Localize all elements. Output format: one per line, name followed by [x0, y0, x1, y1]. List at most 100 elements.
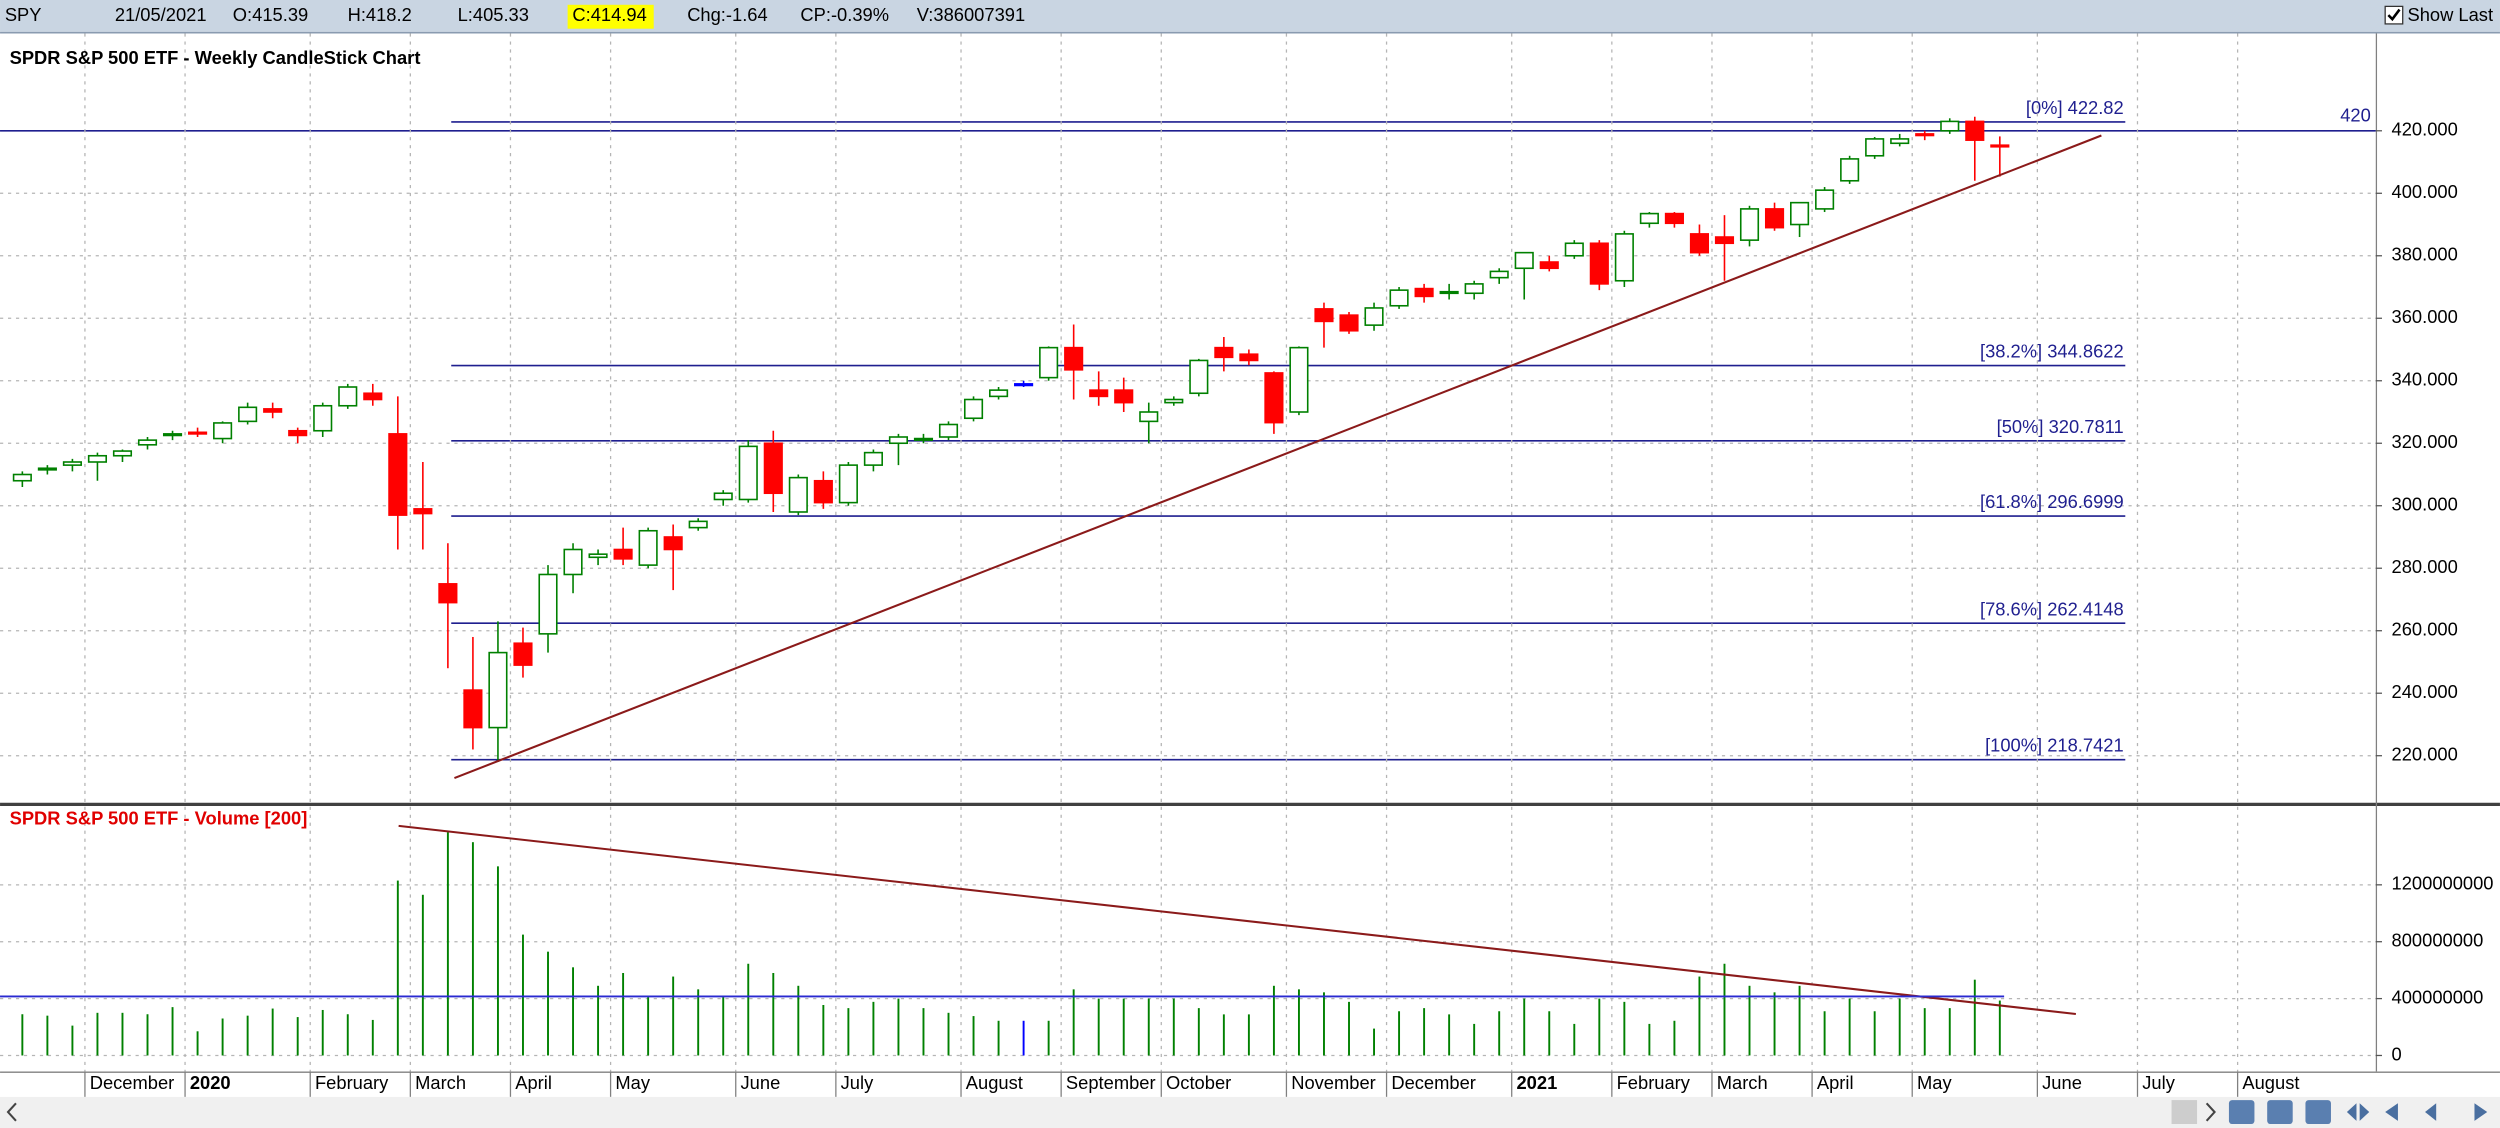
checkmark [2387, 8, 2401, 22]
candle-body [989, 389, 1009, 398]
volume-bar [1773, 992, 1776, 1056]
zoom-button[interactable] [2305, 1100, 2331, 1125]
volume-bar [1498, 1011, 1501, 1056]
volume-bar [1823, 1011, 1826, 1056]
y-tick-label: 280.000 [2392, 556, 2458, 577]
x-tick-label: August [2242, 1072, 2299, 1093]
candle-body [463, 689, 483, 729]
nav-next[interactable] [2474, 1103, 2488, 1121]
candle-body [1139, 411, 1159, 423]
volume-chart-title: SPDR S&P 500 ETF - Volume [200] [10, 807, 308, 828]
volume-bar [947, 1012, 950, 1056]
volume-bar [1197, 1008, 1200, 1056]
volume-bar [1373, 1028, 1375, 1056]
scroll-right[interactable] [2205, 1102, 2216, 1122]
volume-bar [1348, 1001, 1350, 1056]
nav-back[interactable] [2385, 1103, 2398, 1121]
x-tick-label: June [741, 1072, 781, 1093]
volume-bar [822, 1004, 825, 1056]
candle-body [413, 508, 433, 515]
candle-body [638, 529, 658, 566]
candle-body [1990, 144, 2010, 148]
price-marker-label: 420 [2340, 104, 2371, 125]
volume-bar [171, 1007, 174, 1056]
fib-label: [0%] 422.82 [2026, 97, 2124, 118]
x-tick-label: August [966, 1072, 1023, 1093]
nav-button[interactable] [2346, 1103, 2370, 1121]
candle-body [1915, 133, 1935, 137]
candle-body [162, 433, 183, 437]
header-bar [0, 0, 2500, 32]
x-tick-label: December [1391, 1072, 1476, 1093]
volume-bar [396, 880, 399, 1056]
volume-bar [1798, 985, 1801, 1056]
nav-prev[interactable] [2425, 1103, 2437, 1121]
candle-body [1589, 242, 1609, 285]
volume-bar [246, 1015, 249, 1056]
volume-bar [346, 1014, 349, 1056]
candle-body [813, 479, 833, 504]
candle-body [137, 439, 158, 446]
candle-body [1289, 346, 1309, 413]
candle-body [1514, 251, 1534, 270]
volume-bar [897, 998, 900, 1056]
volume-bar [1698, 976, 1701, 1056]
zoom-button[interactable] [2228, 1100, 2255, 1125]
volume-bar [847, 1008, 850, 1056]
zoom-button[interactable] [2267, 1100, 2293, 1125]
date: 21/05/2021 [115, 4, 207, 25]
candle-body [963, 398, 984, 420]
y-tick-label: 240.000 [2392, 681, 2458, 702]
high: H:418.2 [348, 4, 412, 25]
volume-bar [146, 1014, 149, 1056]
x-tick-label: October [1166, 1072, 1231, 1093]
y-tick-label: 400000000 [2392, 986, 2484, 1007]
volume-bar [196, 1031, 199, 1056]
checkbox-label[interactable]: Show Last [2407, 4, 2493, 25]
volume-bar [1473, 1023, 1476, 1056]
y-tick-label: 360.000 [2392, 306, 2458, 327]
x-tick-label: March [415, 1072, 466, 1093]
volume-bar [1623, 1001, 1626, 1056]
x-tick-label: December [90, 1072, 175, 1093]
open: O:415.39 [233, 4, 308, 25]
volume-bar [1573, 1023, 1576, 1056]
candle-body [12, 473, 32, 482]
volume-bar [1523, 998, 1526, 1056]
candle-body [1689, 233, 1710, 254]
x-tick-label: November [1291, 1072, 1376, 1093]
candle-body [1164, 398, 1184, 404]
candle-body [1339, 314, 1359, 332]
price-trend-line [454, 134, 2102, 780]
candle-body [1189, 359, 1209, 395]
y-tick-label: 260.000 [2392, 619, 2458, 640]
change: Chg:-1.64 [687, 4, 768, 25]
candle-body [1364, 307, 1384, 326]
x-tick-label: 2021 [1516, 1072, 1557, 1093]
candle-body [1714, 236, 1735, 245]
volume-bar [1548, 1011, 1551, 1056]
scrollbar[interactable] [0, 1096, 2500, 1128]
candle-body [1865, 138, 1885, 157]
y-tick-label: 300.000 [2392, 494, 2458, 515]
candle-body [62, 461, 82, 466]
candle-body [188, 431, 208, 435]
show-last-checkbox[interactable]: Show Last [2384, 4, 2493, 25]
volume-bar [1072, 989, 1075, 1056]
candle-body [1114, 389, 1134, 404]
scroll-left[interactable] [6, 1102, 17, 1122]
volume-bar [1297, 989, 1300, 1056]
x-tick-label: May [1917, 1072, 1952, 1093]
fib-label: [61.8%] 296.6999 [1980, 491, 2124, 512]
volume-bar [1247, 1014, 1250, 1056]
volume-bar [1648, 1023, 1651, 1056]
volume-bar [1172, 998, 1175, 1056]
candle-body [1089, 389, 1109, 398]
candle-body [1314, 308, 1334, 323]
candle-body [363, 392, 383, 401]
volume-bar [1723, 963, 1726, 1056]
scroll-thumb[interactable] [2171, 1100, 2198, 1125]
volume-bar [1423, 1008, 1426, 1056]
candle-body [563, 548, 583, 576]
